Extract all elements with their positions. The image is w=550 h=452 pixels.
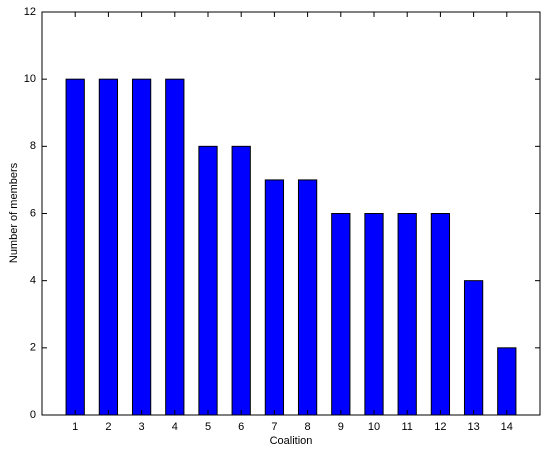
- bar: [497, 347, 517, 416]
- y-tick-label: 10: [24, 73, 36, 85]
- bar: [264, 179, 285, 416]
- y-tick-label: 6: [30, 207, 36, 219]
- y-tick-label: 2: [30, 342, 36, 354]
- y-tick-label: 4: [30, 275, 36, 287]
- bar: [198, 145, 218, 416]
- y-tick-label: 12: [24, 6, 36, 18]
- x-tick-label: 8: [305, 421, 311, 433]
- y-axis-label: Number of members: [8, 162, 20, 263]
- y-tick-label: 8: [30, 140, 36, 152]
- bar: [98, 78, 119, 416]
- x-axis-label: Coalition: [270, 435, 313, 447]
- bar: [131, 78, 152, 416]
- x-tick-label: 4: [172, 421, 178, 433]
- x-tick-label: 10: [368, 421, 380, 433]
- bar: [430, 213, 451, 416]
- x-tick-label: 1: [72, 421, 78, 433]
- x-tick-label: 6: [238, 421, 244, 433]
- bar: [331, 213, 351, 416]
- bar: [165, 78, 185, 416]
- bar: [297, 179, 318, 416]
- x-tick-label: 13: [467, 421, 479, 433]
- x-tick-label: 2: [105, 421, 111, 433]
- bar: [397, 213, 417, 416]
- x-tick-label: 14: [501, 421, 513, 433]
- bar: [65, 78, 85, 416]
- y-tick-label: 0: [30, 409, 36, 421]
- bar: [463, 280, 484, 416]
- x-tick-label: 7: [271, 421, 277, 433]
- x-tick-label: 12: [434, 421, 446, 433]
- x-tick-label: 5: [205, 421, 211, 433]
- x-tick-label: 9: [338, 421, 344, 433]
- x-tick-label: 3: [139, 421, 145, 433]
- x-tick-label: 11: [401, 421, 412, 433]
- bar: [231, 145, 251, 416]
- bar: [364, 213, 384, 416]
